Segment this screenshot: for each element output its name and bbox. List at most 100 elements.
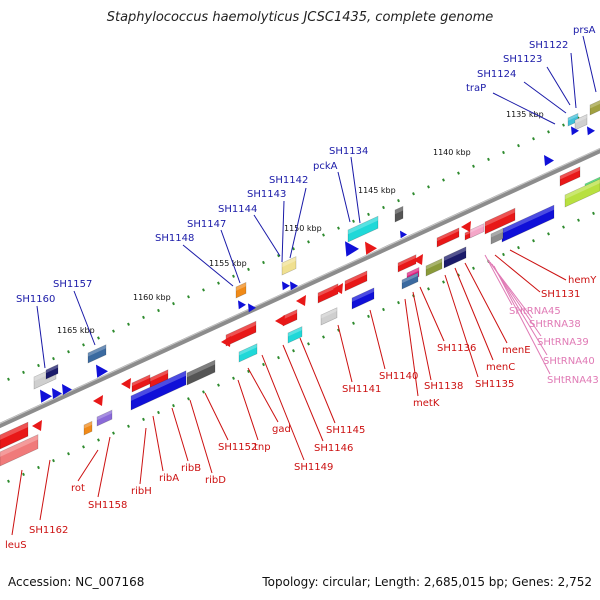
gene-label[interactable]: SH1144 <box>218 204 257 215</box>
gene-label[interactable]: SH1160 <box>16 294 55 305</box>
gene-label[interactable]: SH1146 <box>314 443 353 454</box>
gene-label[interactable]: SH1143 <box>247 189 286 200</box>
gene-label[interactable]: SH1140 <box>379 371 418 382</box>
gene-label[interactable]: SH1134 <box>329 146 368 157</box>
gene-label[interactable]: prsA <box>573 25 596 36</box>
cds-arrow <box>62 384 72 395</box>
cds-arrow <box>400 230 407 239</box>
gene-label[interactable]: SH1148 <box>155 233 194 244</box>
leader-line <box>204 392 229 441</box>
tick-mark <box>472 266 475 270</box>
genome-backbone-highlight <box>0 148 600 424</box>
gene-label[interactable]: SH1122 <box>529 40 568 51</box>
cds-block-shade <box>0 434 38 457</box>
gene-label[interactable]: menE <box>502 345 531 356</box>
cds-block <box>130 370 187 411</box>
cds-block <box>0 421 29 450</box>
tick-mark <box>337 226 340 230</box>
tick-mark <box>382 307 385 312</box>
gene-label[interactable]: pckA <box>313 161 338 172</box>
tick-mark <box>262 260 265 265</box>
tick-mark <box>292 349 295 353</box>
cds-arrow <box>461 221 471 232</box>
gene-label[interactable]: rot <box>71 483 85 494</box>
tick-mark <box>37 363 40 368</box>
cds-block <box>401 272 419 290</box>
leader-line <box>337 171 351 223</box>
cds-block <box>443 246 467 269</box>
gene-label[interactable]: SH1149 <box>294 462 333 473</box>
leader-line <box>281 200 285 263</box>
cds-block-shade <box>491 228 503 238</box>
leader-line <box>582 35 597 93</box>
gene-label[interactable]: traP <box>466 83 486 94</box>
gene-label[interactable]: SH1135 <box>475 379 514 390</box>
gene-label[interactable]: SH1124 <box>477 69 516 80</box>
cds-block-shade <box>321 307 337 319</box>
rna-labels: SHtRNA45 SHtRNA38 SHtRNA39 SHtRNA40 SHtR… <box>509 306 599 386</box>
cds-block-shade <box>187 360 215 378</box>
leader-line <box>36 305 46 369</box>
tick-mark <box>427 287 430 291</box>
gene-label[interactable]: metK <box>413 398 440 409</box>
kbp-label: 1165 kbp <box>57 326 95 335</box>
cds-block-shade <box>444 246 466 261</box>
cds-block <box>0 434 39 467</box>
cds-block-shade <box>84 421 92 429</box>
cds-arrow <box>587 126 595 136</box>
gene-label[interactable]: ribB <box>181 463 201 474</box>
cds-block-shade <box>282 256 296 268</box>
leader-line <box>464 262 508 344</box>
gene-label[interactable]: leuS <box>5 540 27 551</box>
gene-label[interactable]: SH1123 <box>503 54 542 65</box>
cds-block <box>235 281 247 299</box>
cds-block-shade <box>236 282 246 291</box>
cds-arrow <box>121 378 131 389</box>
rna-label[interactable]: SHtRNA40 <box>543 356 595 367</box>
gene-label[interactable]: SH1152 <box>218 442 257 453</box>
tick-mark <box>517 246 520 250</box>
gene-label[interactable]: SH1157 <box>53 279 92 290</box>
leader-line <box>237 379 259 441</box>
cds-block-shade <box>132 374 150 387</box>
gene-label[interactable]: SH1142 <box>269 175 308 186</box>
kbp-label: 1135 kbp <box>506 110 544 119</box>
gene-label[interactable]: SH1138 <box>424 381 463 392</box>
tick-mark <box>442 178 445 182</box>
gene-label[interactable]: ribH <box>131 486 152 497</box>
cds-block-shade <box>0 422 28 440</box>
gene-label[interactable]: SH1136 <box>437 343 476 354</box>
tick-mark <box>367 314 370 318</box>
cds-block-shade <box>88 344 106 357</box>
gene-label[interactable]: SH1162 <box>29 525 68 536</box>
cds-arrow <box>290 281 298 291</box>
tick-mark <box>7 377 10 381</box>
tick-mark <box>82 343 85 347</box>
cds-block-shade <box>560 166 580 180</box>
rna-label[interactable]: SHtRNA38 <box>529 319 581 330</box>
gene-label[interactable]: ribA <box>159 473 179 484</box>
gene-label[interactable]: ribD <box>205 475 226 486</box>
cds-block <box>394 205 404 223</box>
cds-block-shade <box>407 267 419 277</box>
gene-label[interactable]: SH1147 <box>187 219 226 230</box>
rna-label[interactable]: SHtRNA39 <box>537 337 589 348</box>
cds-block-shade <box>426 258 442 270</box>
gene-label[interactable]: SH1141 <box>342 384 381 395</box>
rna-label[interactable]: SHtRNA45 <box>509 306 561 317</box>
gene-label[interactable]: gad <box>272 424 291 435</box>
gene-label[interactable]: SH1158 <box>88 500 127 511</box>
cds-arrow <box>52 388 62 399</box>
gene-label[interactable]: hemY <box>568 275 597 286</box>
gene-label[interactable]: menC <box>486 362 515 373</box>
cds-block <box>45 364 59 380</box>
gene-label[interactable]: SH1131 <box>541 289 580 300</box>
map-title: Staphylococcus haemolyticus JCSC1435, co… <box>106 10 494 25</box>
gene-label[interactable]: tnp <box>254 442 271 453</box>
leader-line <box>350 156 361 224</box>
leader-line <box>261 354 305 461</box>
rna-label[interactable]: SHtRNA43 <box>547 375 599 386</box>
gene-label[interactable]: SH1145 <box>326 425 365 436</box>
tick-mark <box>487 157 490 162</box>
cds-arrow <box>40 389 52 403</box>
